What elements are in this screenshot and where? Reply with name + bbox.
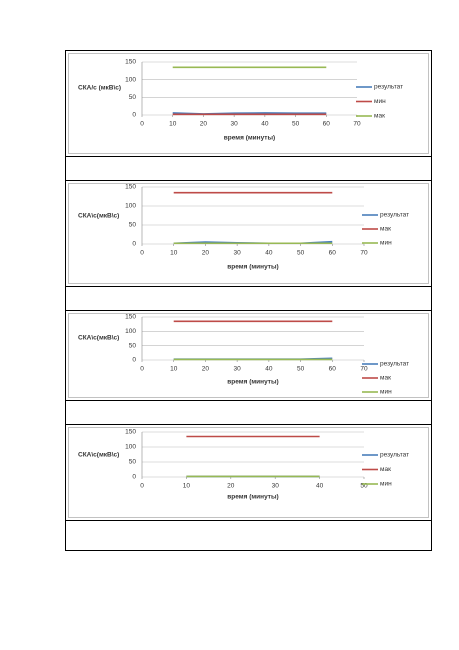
- table-border: [65, 50, 432, 551]
- y-tick-label: 150: [125, 314, 136, 321]
- y-tick-label: 150: [125, 184, 136, 191]
- y-tick-label: 0: [132, 474, 136, 481]
- legend-label: мак: [380, 466, 391, 473]
- x-tick-label: 20: [202, 250, 210, 257]
- legend-label: мак: [374, 113, 385, 120]
- legend-label: мин: [374, 98, 386, 105]
- x-tick-label: 30: [272, 483, 280, 490]
- legend-label: мин: [380, 389, 392, 396]
- y-tick-label: 100: [125, 76, 136, 83]
- x-tick-label: 10: [169, 121, 177, 128]
- legend-label: результат: [374, 84, 403, 91]
- x-tick-label: 0: [140, 250, 144, 257]
- x-tick-label: 0: [140, 483, 144, 490]
- chart-frame: [68, 427, 429, 518]
- x-axis-label: время (минуты): [227, 264, 278, 271]
- y-tick-label: 100: [125, 328, 136, 335]
- x-tick-label: 0: [140, 121, 144, 128]
- y-tick-label: 150: [125, 59, 136, 66]
- y-tick-label: 100: [125, 444, 136, 451]
- y-tick-label: 0: [132, 357, 136, 364]
- x-tick-label: 40: [265, 366, 273, 373]
- x-tick-label: 0: [140, 366, 144, 373]
- y-tick-label: 100: [125, 203, 136, 210]
- x-tick-label: 30: [231, 121, 239, 128]
- x-tick-label: 70: [360, 366, 368, 373]
- x-tick-label: 50: [292, 121, 300, 128]
- x-tick-label: 10: [170, 250, 178, 257]
- chart-frame: [68, 183, 429, 284]
- x-axis-label: время (минуты): [224, 135, 275, 142]
- table-rows: [65, 156, 431, 521]
- x-tick-label: 60: [329, 250, 337, 257]
- x-tick-label: 20: [202, 366, 210, 373]
- y-axis-label: СКА\с(мкВ\с): [78, 213, 119, 220]
- legend-label: мин: [380, 240, 392, 247]
- x-tick-label: 40: [316, 483, 324, 490]
- x-tick-label: 70: [360, 250, 368, 257]
- x-tick-label: 60: [323, 121, 331, 128]
- chart-frame: [68, 53, 429, 154]
- chart-frame: [68, 313, 429, 398]
- x-tick-label: 40: [261, 121, 269, 128]
- legend-label: результат: [380, 212, 409, 219]
- x-tick-label: 60: [329, 366, 337, 373]
- y-axis-label: СКА/с (мкВ\с): [78, 85, 121, 92]
- x-tick-label: 50: [360, 483, 368, 490]
- x-axis-label: время (минуты): [227, 494, 278, 501]
- legend-label: мак: [380, 226, 391, 233]
- y-tick-label: 0: [132, 112, 136, 119]
- x-tick-label: 10: [183, 483, 191, 490]
- y-axis-label: СКА\с(мкВ\с): [78, 335, 119, 342]
- x-tick-label: 20: [227, 483, 235, 490]
- legend-label: мак: [380, 375, 391, 382]
- x-axis-label: время (минуты): [227, 379, 278, 386]
- legend-label: результат: [380, 452, 409, 459]
- x-tick-label: 40: [265, 250, 273, 257]
- x-tick-label: 30: [234, 250, 242, 257]
- y-tick-label: 50: [129, 222, 137, 229]
- x-tick-label: 20: [200, 121, 208, 128]
- y-tick-label: 150: [125, 429, 136, 436]
- y-tick-label: 50: [129, 342, 137, 349]
- x-tick-label: 10: [170, 366, 178, 373]
- y-tick-label: 50: [129, 94, 137, 101]
- legend-label: результат: [380, 361, 409, 368]
- x-tick-label: 50: [297, 366, 305, 373]
- y-tick-label: 50: [129, 459, 137, 466]
- x-tick-label: 30: [234, 366, 242, 373]
- y-axis-label: СКА\с(мкВ\с): [78, 452, 119, 459]
- x-tick-label: 50: [297, 250, 305, 257]
- y-tick-label: 0: [132, 241, 136, 248]
- x-tick-label: 70: [353, 121, 361, 128]
- legend-label: мин: [380, 481, 392, 488]
